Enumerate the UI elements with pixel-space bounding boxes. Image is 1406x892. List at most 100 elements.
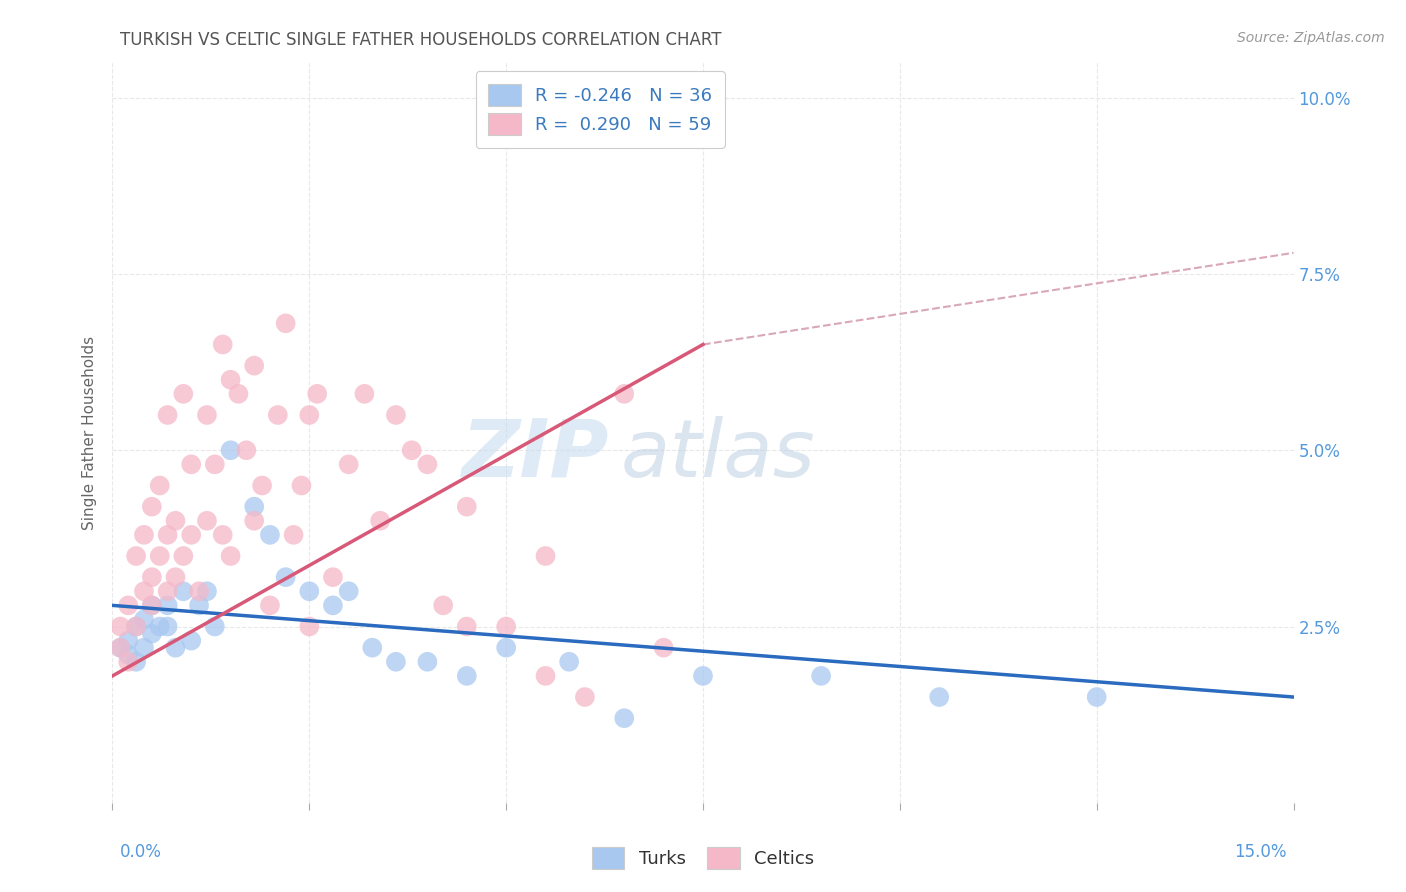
Point — [141, 626, 163, 640]
Point — [165, 640, 187, 655]
Point — [250, 478, 273, 492]
Point — [110, 640, 132, 655]
Point — [165, 514, 187, 528]
Point — [361, 640, 384, 655]
Point — [180, 528, 202, 542]
Point — [337, 458, 360, 472]
Point — [188, 584, 211, 599]
Point — [172, 584, 194, 599]
Point — [117, 648, 139, 662]
Point — [456, 669, 478, 683]
Point — [267, 408, 290, 422]
Point — [195, 408, 218, 422]
Text: 15.0%: 15.0% — [1234, 843, 1286, 861]
Point — [558, 655, 581, 669]
Point — [534, 549, 557, 563]
Point — [243, 514, 266, 528]
Point — [110, 640, 132, 655]
Point — [613, 387, 636, 401]
Text: Source: ZipAtlas.com: Source: ZipAtlas.com — [1237, 31, 1385, 45]
Point — [243, 359, 266, 373]
Point — [416, 655, 439, 669]
Point — [204, 619, 226, 633]
Point — [274, 570, 297, 584]
Point — [274, 316, 297, 330]
Point — [188, 599, 211, 613]
Point — [117, 599, 139, 613]
Point — [132, 640, 155, 655]
Point — [385, 408, 408, 422]
Point — [259, 528, 281, 542]
Text: atlas: atlas — [620, 416, 815, 494]
Point — [298, 619, 321, 633]
Text: 0.0%: 0.0% — [120, 843, 162, 861]
Point — [141, 599, 163, 613]
Point — [259, 599, 281, 613]
Point — [125, 619, 148, 633]
Point — [125, 549, 148, 563]
Point — [385, 655, 408, 669]
Point — [149, 549, 172, 563]
Text: TURKISH VS CELTIC SINGLE FATHER HOUSEHOLDS CORRELATION CHART: TURKISH VS CELTIC SINGLE FATHER HOUSEHOL… — [120, 31, 721, 49]
Point — [165, 570, 187, 584]
Point — [432, 599, 454, 613]
Point — [195, 584, 218, 599]
Point — [574, 690, 596, 704]
Point — [235, 443, 257, 458]
Point — [1085, 690, 1108, 704]
Point — [156, 619, 179, 633]
Point — [132, 528, 155, 542]
Point — [219, 443, 242, 458]
Point — [141, 599, 163, 613]
Text: ZIP: ZIP — [461, 416, 609, 494]
Point — [156, 584, 179, 599]
Point — [132, 612, 155, 626]
Point — [156, 599, 179, 613]
Point — [534, 669, 557, 683]
Point — [211, 337, 233, 351]
Point — [652, 640, 675, 655]
Point — [204, 458, 226, 472]
Point — [322, 599, 344, 613]
Point — [322, 570, 344, 584]
Point — [132, 584, 155, 599]
Point — [613, 711, 636, 725]
Point — [495, 619, 517, 633]
Point — [141, 500, 163, 514]
Point — [156, 528, 179, 542]
Point — [172, 549, 194, 563]
Point — [290, 478, 312, 492]
Point — [156, 408, 179, 422]
Point — [117, 633, 139, 648]
Point — [416, 458, 439, 472]
Point — [149, 478, 172, 492]
Point — [125, 619, 148, 633]
Point — [810, 669, 832, 683]
Point — [243, 500, 266, 514]
Point — [368, 514, 391, 528]
Point — [337, 584, 360, 599]
Y-axis label: Single Father Households: Single Father Households — [82, 335, 97, 530]
Point — [228, 387, 250, 401]
Point — [110, 619, 132, 633]
Point — [211, 528, 233, 542]
Point — [353, 387, 375, 401]
Legend: Turks, Celtics: Turks, Celtics — [585, 839, 821, 876]
Point — [692, 669, 714, 683]
Point — [180, 458, 202, 472]
Point — [172, 387, 194, 401]
Point — [180, 633, 202, 648]
Point — [401, 443, 423, 458]
Point — [298, 408, 321, 422]
Point — [495, 640, 517, 655]
Point — [456, 500, 478, 514]
Point — [125, 655, 148, 669]
Point — [219, 373, 242, 387]
Point — [928, 690, 950, 704]
Point — [117, 655, 139, 669]
Point — [298, 584, 321, 599]
Point — [283, 528, 305, 542]
Point — [141, 570, 163, 584]
Point — [195, 514, 218, 528]
Point — [456, 619, 478, 633]
